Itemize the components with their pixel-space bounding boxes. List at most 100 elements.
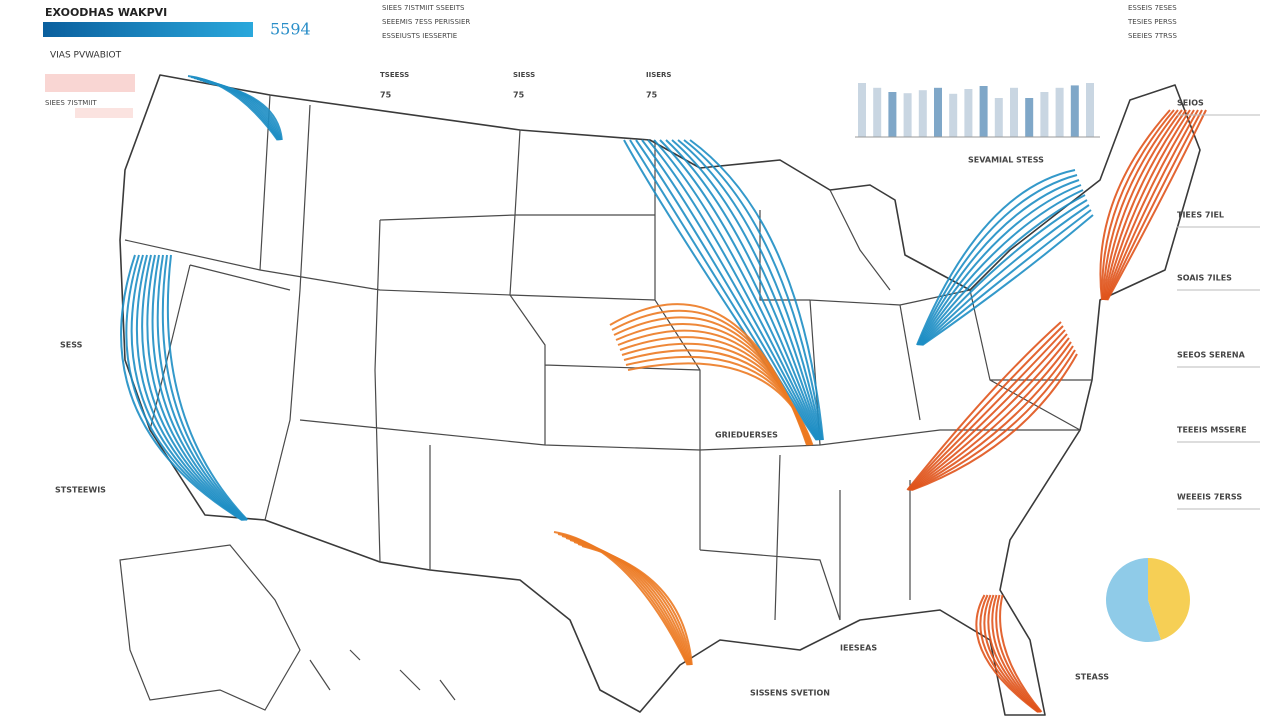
header-bar <box>43 22 253 37</box>
map-label: GRIEDUERSES <box>715 431 778 440</box>
flow-line <box>659 139 821 441</box>
mini-bar <box>1010 87 1018 137</box>
flow-line <box>125 254 244 521</box>
header-note: SIEES 7ISTMIIT <box>45 99 97 107</box>
stat-label: TSEESS <box>380 71 409 79</box>
flow-line <box>906 321 1062 491</box>
map-label: IEESEAS <box>840 644 877 653</box>
mini-bar <box>903 93 912 137</box>
flow-line <box>918 189 1084 346</box>
top-note: ESSEIUSTS IESSERTIE <box>382 32 457 40</box>
flow-line <box>907 325 1064 491</box>
pie-slice <box>1106 558 1161 642</box>
callout: SEEOS SERENA <box>1177 351 1246 360</box>
mini-bar <box>1086 83 1094 137</box>
flow-line <box>916 169 1076 346</box>
flow-line <box>919 194 1086 346</box>
flow-line <box>917 179 1080 346</box>
flow-line <box>995 594 1042 713</box>
flow-line <box>135 254 245 521</box>
mini-bar <box>994 98 1003 137</box>
flow-line <box>146 254 246 521</box>
flow-line <box>910 345 1074 491</box>
flow-line <box>641 139 820 441</box>
flow-line <box>665 139 822 441</box>
flow-line <box>975 594 1039 713</box>
flow-line <box>1099 109 1171 301</box>
flow-line <box>161 254 248 521</box>
flow-line <box>120 254 243 521</box>
flow-line <box>907 329 1066 491</box>
mini-bar <box>934 87 942 137</box>
header-stat: 5594 <box>270 20 311 39</box>
flow-line <box>909 341 1072 491</box>
overlay: SIEES 7ISTMIIT SSEEITS SEEEMIS 7ESS PERIS… <box>55 4 1260 698</box>
flow-line <box>919 199 1088 346</box>
flow-line <box>671 139 823 441</box>
flow-line <box>1104 109 1191 301</box>
flow-line <box>1105 109 1199 301</box>
mini-bar <box>949 93 958 137</box>
stat-value: 75 <box>380 91 392 100</box>
pie-slice <box>1148 558 1191 640</box>
stat-label: SIESS <box>513 71 535 79</box>
right-list: TESIES PERSS <box>1127 18 1177 26</box>
stat-label: IISERS <box>646 71 671 79</box>
mini-bar <box>1040 92 1049 137</box>
flow-line <box>1101 109 1175 301</box>
mini-bar <box>918 90 927 137</box>
right-list: ESSEIS 7ESES <box>1128 4 1177 12</box>
callout: SEIOS <box>1177 99 1204 108</box>
flow-line <box>916 174 1078 346</box>
flow-line <box>920 204 1090 346</box>
mini-bar <box>1070 85 1079 137</box>
flow-line <box>911 349 1076 491</box>
flow-lines <box>120 75 1207 713</box>
flow-line <box>635 139 819 441</box>
stat-value: 75 <box>646 91 658 100</box>
map-label: SESS <box>60 341 83 350</box>
flow-line <box>921 209 1092 346</box>
callout: TIEES 7IEL <box>1177 211 1224 220</box>
flow-line <box>1103 109 1187 301</box>
flow-line <box>979 594 1040 713</box>
flow-line <box>908 333 1068 491</box>
callout: WEEEIS 7ERSS <box>1177 493 1242 502</box>
flow-line <box>689 139 824 441</box>
flow-line <box>653 139 821 441</box>
flow-line <box>647 139 820 441</box>
flow-line <box>1104 109 1195 301</box>
mini-bar-title: SEVAMIAL STESS <box>968 156 1044 165</box>
flow-line <box>581 545 693 666</box>
flow-line <box>677 139 823 441</box>
pink-bar <box>45 74 135 92</box>
top-note: SEEEMIS 7ESS PERISSIER <box>382 18 470 26</box>
flow-line <box>141 254 246 521</box>
mini-bar <box>858 83 866 137</box>
flow-line <box>999 594 1043 713</box>
callout: TEEEIS MSSERE <box>1177 426 1247 435</box>
flow-line <box>921 214 1094 346</box>
flow-line <box>911 353 1078 491</box>
flow-line <box>983 594 1040 713</box>
flow-line <box>1106 109 1207 301</box>
flow-line <box>151 254 247 521</box>
flow-line <box>627 362 814 446</box>
title: EXOODHAS WAKPVI <box>45 6 167 19</box>
mini-bar <box>873 87 882 137</box>
map-label: STEASS <box>1075 673 1109 682</box>
mini-bar <box>979 86 988 137</box>
flow-line <box>991 594 1042 713</box>
stat-value: 75 <box>513 91 525 100</box>
mini-bar <box>888 92 897 137</box>
us-map <box>119 74 1201 716</box>
flow-line <box>130 254 244 521</box>
right-list: SEEIES 7TRSS <box>1128 32 1177 40</box>
flow-line <box>987 594 1041 713</box>
flow-line <box>1105 109 1203 301</box>
map-label: SISSENS SVETION <box>750 689 830 698</box>
mini-bar <box>964 89 973 137</box>
flow-line <box>166 254 249 521</box>
